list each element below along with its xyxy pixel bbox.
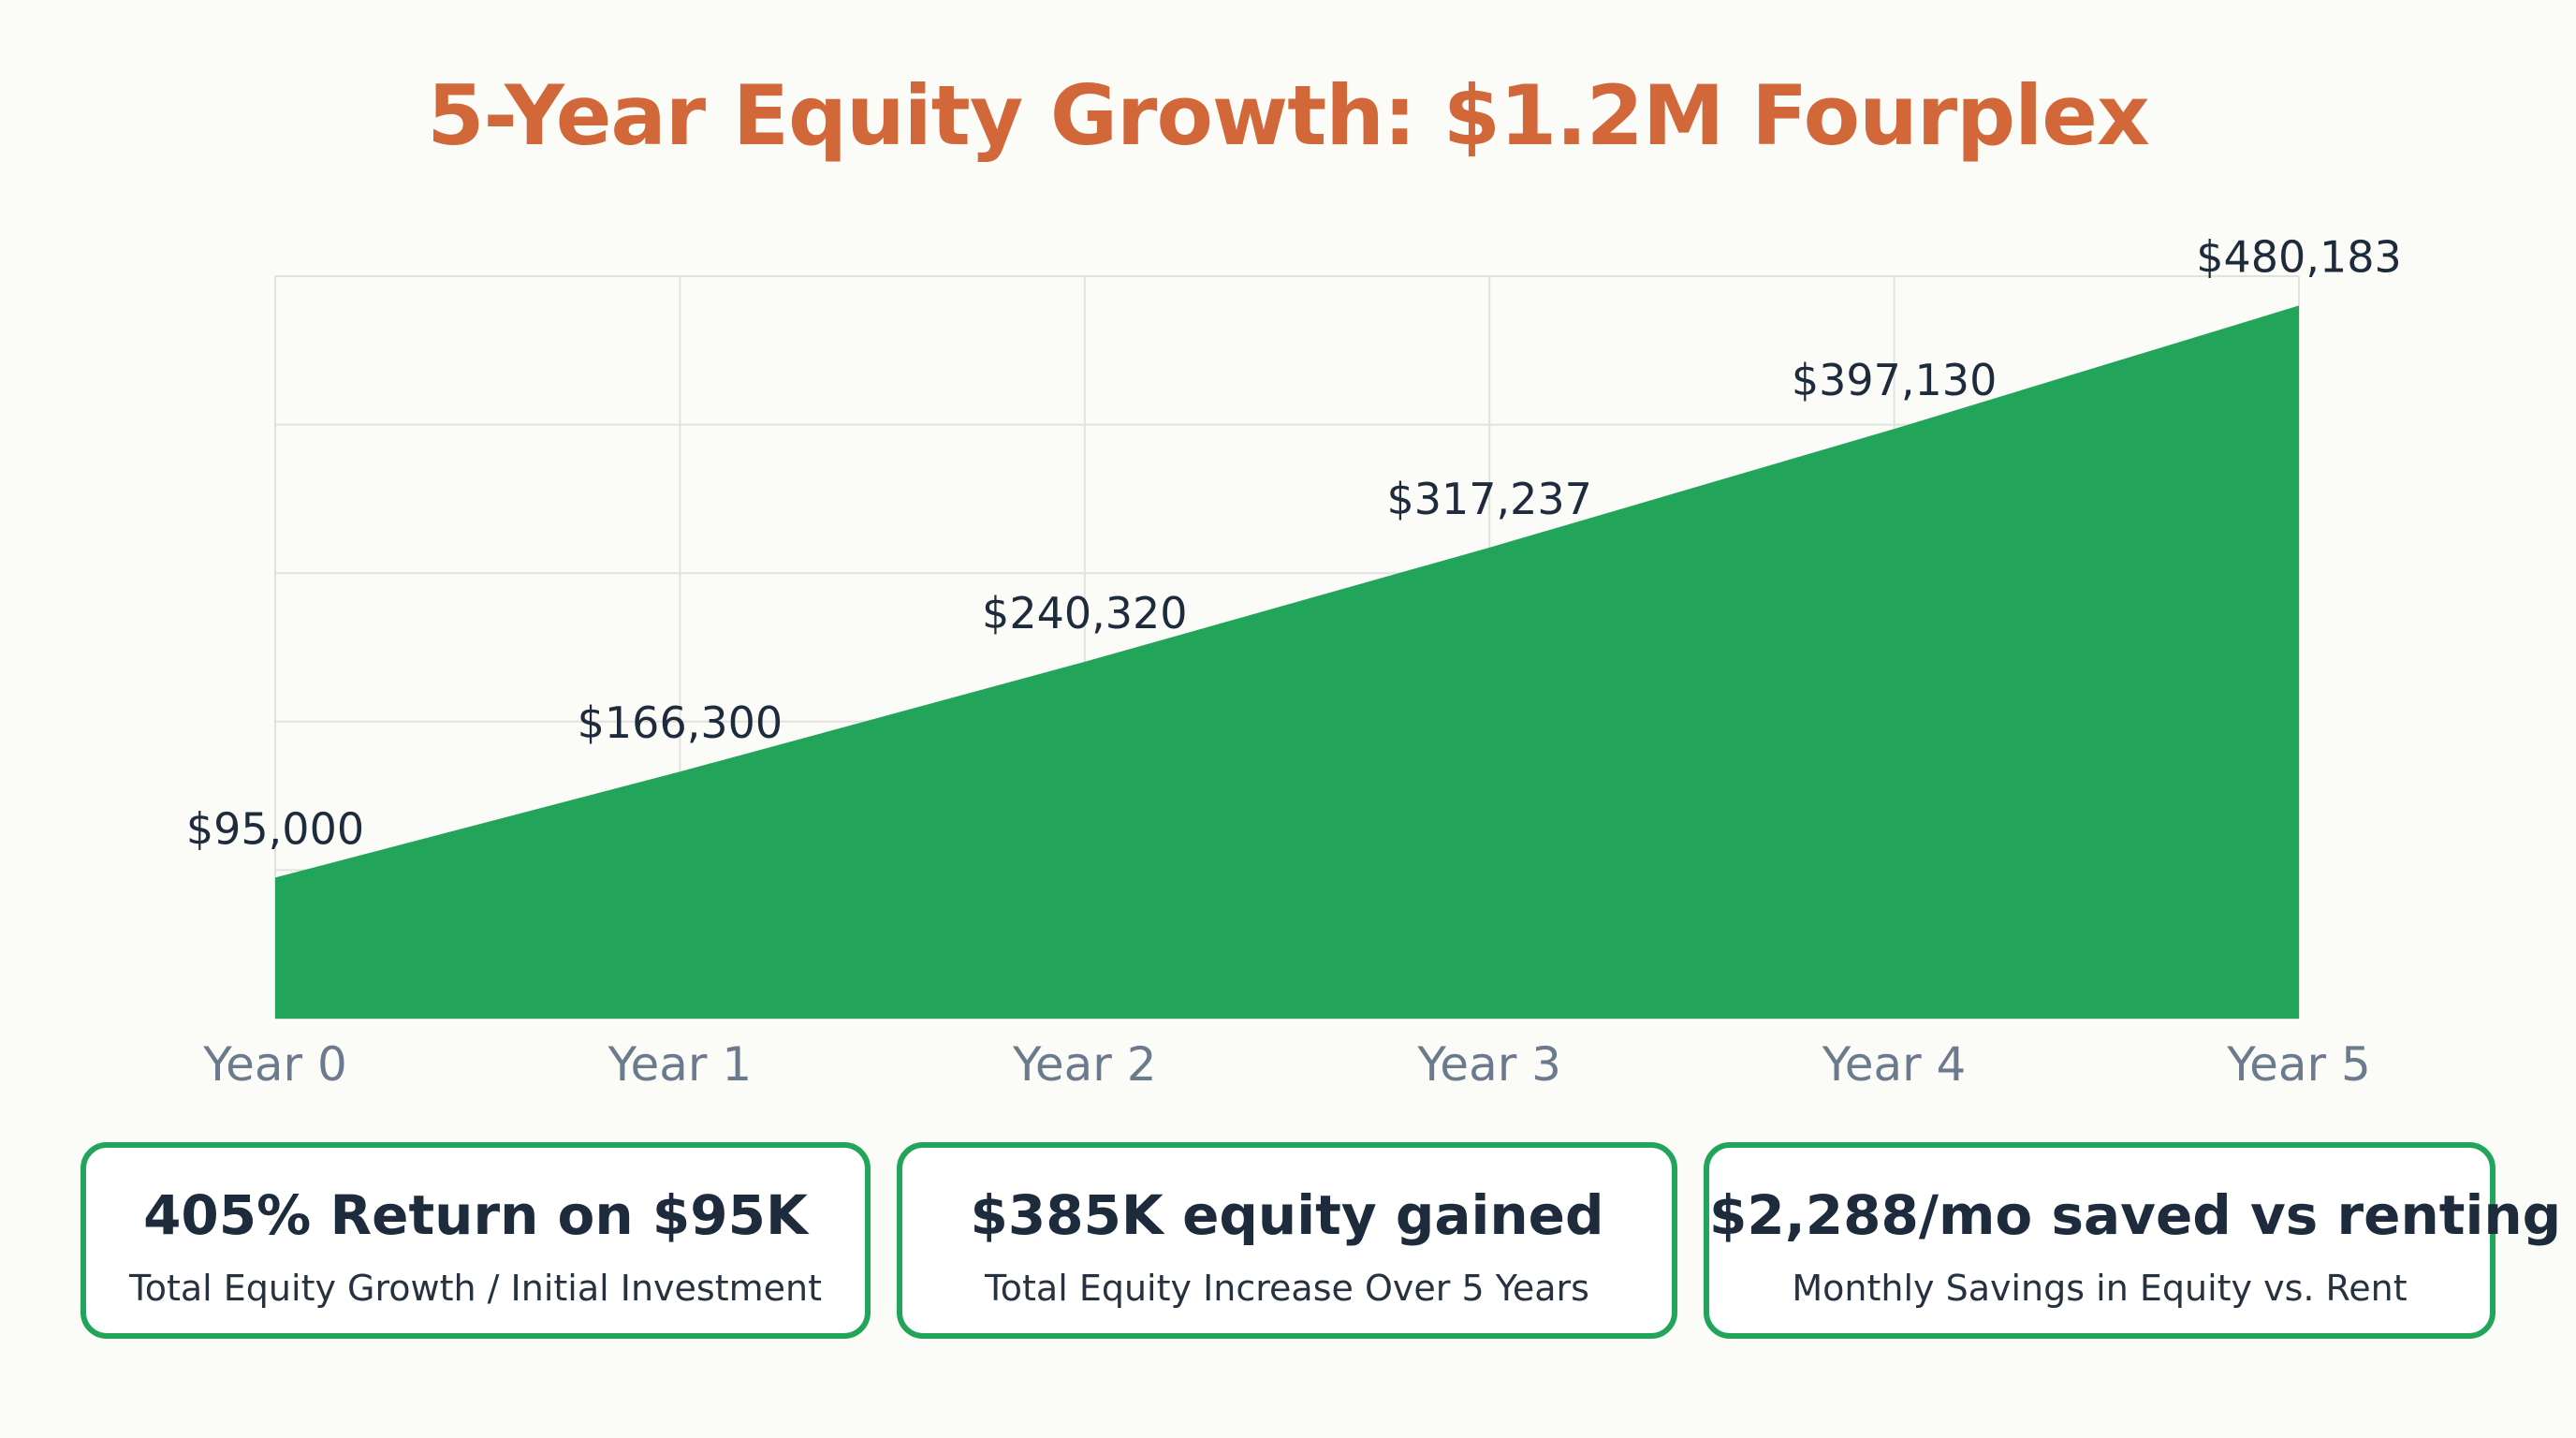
value-label: $95,000 — [186, 803, 364, 854]
x-tick-label: Year 3 — [1416, 1037, 1561, 1092]
card-headline: $385K equity gained — [970, 1183, 1604, 1247]
x-tick-label: Year 1 — [607, 1037, 753, 1092]
value-label: $317,237 — [1386, 474, 1592, 524]
x-tick-label: Year 0 — [202, 1037, 347, 1092]
equity-area — [275, 305, 2299, 1019]
value-label: $480,183 — [2196, 231, 2402, 282]
x-tick-label: Year 2 — [1012, 1037, 1157, 1092]
summary-card-monthly-savings: $2,288/mo saved vs renting Monthly Savin… — [1704, 1142, 2562, 1339]
summary-cards: 405% Return on $95K Total Equity Growth … — [0, 1142, 2576, 1346]
card-caption: Monthly Savings in Equity vs. Rent — [1792, 1268, 2408, 1309]
x-tick-label: Year 5 — [2226, 1037, 2371, 1092]
value-labels: $95,000 $166,300 $240,320 $317,237 $397,130 $… — [186, 231, 2402, 854]
value-label: $397,130 — [1792, 355, 1998, 405]
card-caption: Total Equity Growth / Initial Investment — [128, 1268, 823, 1309]
value-label: $240,320 — [982, 588, 1188, 638]
summary-card-equity-gained: $385K equity gained Total Equity Increas… — [897, 1142, 1677, 1339]
card-headline: $2,288/mo saved vs renting — [1709, 1183, 2562, 1247]
summary-card-return: 405% Return on $95K Total Equity Growth … — [80, 1142, 871, 1339]
chart-title: 5-Year Equity Growth: $1.2M Fourplex — [427, 67, 2149, 164]
x-axis-tick-labels: Year 0 Year 1 Year 2 Year 3 Year 4 Year 5 — [202, 1037, 2371, 1092]
x-tick-label: Year 4 — [1822, 1037, 1967, 1092]
card-caption: Total Equity Increase Over 5 Years — [985, 1268, 1589, 1309]
value-label: $166,300 — [578, 697, 783, 748]
card-headline: 405% Return on $95K — [143, 1183, 808, 1247]
area-series — [275, 305, 2299, 1019]
